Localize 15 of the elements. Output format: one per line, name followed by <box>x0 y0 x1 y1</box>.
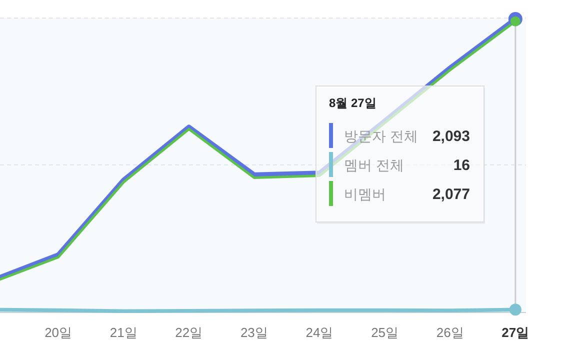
x-tick-label: 25일 <box>371 325 399 340</box>
annotation: 16 <box>453 157 470 174</box>
x-tick-label: 26일 <box>436 325 464 340</box>
x-tick-label: 23일 <box>240 325 268 340</box>
legend-label: 멤버 전체 <box>344 157 404 173</box>
x-tick-label: 22일 <box>175 325 203 340</box>
annotation: 2,093 <box>432 128 470 145</box>
x-tick-label: 27일 <box>502 325 530 340</box>
legend-label: 비멤버 <box>344 186 386 202</box>
legend-title: 8월 27일 <box>329 96 376 110</box>
x-tick-label: 21일 <box>110 325 138 340</box>
x-tick-label: 24일 <box>306 325 334 340</box>
legend-label: 방문자 전체 <box>344 128 418 144</box>
annotation: 2,077 <box>432 186 470 203</box>
x-tick-label: 20일 <box>44 325 72 340</box>
